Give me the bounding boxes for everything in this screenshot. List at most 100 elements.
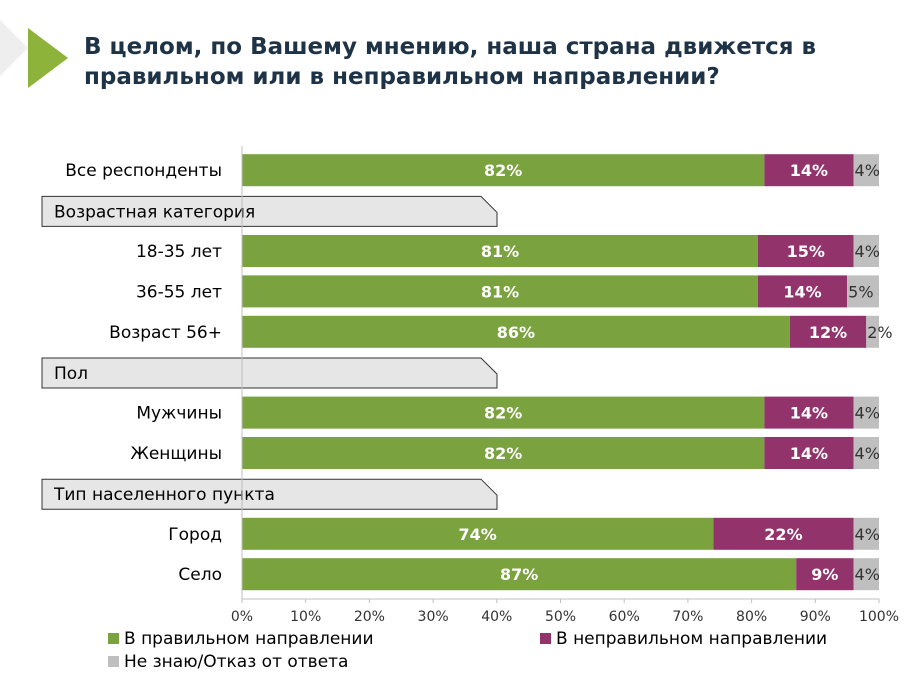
bar-segment-1 bbox=[242, 235, 758, 267]
bar-segment-3 bbox=[853, 558, 879, 591]
bar-segment-1 bbox=[242, 437, 765, 469]
category-box bbox=[41, 478, 498, 510]
bar-value-label: 4% bbox=[855, 242, 880, 261]
title-line-2: правильном или в неправильном направлени… bbox=[84, 64, 720, 90]
legend-label: Не знаю/Отказ от ответа bbox=[124, 652, 348, 672]
row-label: 18-35 лет bbox=[136, 242, 222, 262]
row-label: Возраст 56+ bbox=[109, 323, 222, 343]
bar-value-label: 87% bbox=[500, 565, 538, 584]
bar-row: Возраст 56+ 86% 12% 2% bbox=[109, 315, 893, 348]
bar-segment-1 bbox=[242, 315, 790, 348]
x-tick-label: 20% bbox=[354, 609, 385, 625]
row-label: 36-55 лет bbox=[136, 282, 222, 302]
legend-swatch bbox=[540, 633, 551, 644]
x-tick-label: 0% bbox=[231, 609, 253, 625]
bar-value-label: 4% bbox=[855, 525, 880, 544]
bar-segment-3 bbox=[853, 154, 879, 187]
bar-value-label: 9% bbox=[811, 565, 838, 584]
bar-value-label: 82% bbox=[484, 161, 522, 180]
x-tick-label: 100% bbox=[859, 609, 899, 625]
bar-segment-3 bbox=[847, 275, 879, 308]
bar-segment-3 bbox=[853, 235, 879, 267]
bar-value-label: 14% bbox=[783, 282, 821, 301]
bar-segment-3 bbox=[866, 315, 879, 348]
bar-value-label: 15% bbox=[787, 242, 825, 261]
bar-row: Село 87% 9% 4% bbox=[178, 558, 880, 591]
bar-segment-1 bbox=[242, 396, 765, 429]
legend-swatch bbox=[108, 633, 119, 644]
x-tick-label: 30% bbox=[418, 609, 449, 625]
category-label: Возрастная категория bbox=[54, 202, 255, 222]
x-tick-label: 60% bbox=[609, 609, 640, 625]
bar-segment-2 bbox=[764, 437, 854, 469]
legend-label: В неправильном направлении bbox=[556, 629, 827, 649]
row-label: Город bbox=[168, 525, 222, 545]
bar-value-label: 82% bbox=[484, 444, 522, 463]
legend-item: В неправильном направлении bbox=[540, 629, 827, 649]
x-tick-label: 10% bbox=[290, 609, 321, 625]
row-label: Женщины bbox=[131, 444, 222, 464]
bar-segment-2 bbox=[757, 235, 854, 267]
category-header: Возрастная категория bbox=[41, 195, 498, 227]
x-tick-label: 90% bbox=[800, 609, 831, 625]
bar-segment-3 bbox=[853, 437, 879, 469]
bar-value-label: 4% bbox=[855, 444, 880, 463]
bar-row: 18-35 лет 81% 15% 4% bbox=[136, 235, 880, 267]
bar-row: Город 74% 22% 4% bbox=[168, 517, 880, 550]
bar-segment-1 bbox=[242, 558, 797, 591]
category-label: Тип населенного пункта bbox=[53, 485, 275, 505]
category-box bbox=[41, 195, 498, 227]
category-header: Пол bbox=[41, 357, 498, 389]
header-decoration bbox=[0, 20, 68, 88]
legend-swatch bbox=[108, 656, 119, 667]
x-axis: 0% 10% 20% 30% 40% 50% 60% 70% 80% 90% 100% bbox=[231, 146, 899, 625]
bar-segment-2 bbox=[713, 517, 854, 550]
bar-segment-2 bbox=[757, 275, 848, 308]
row-label: Все респонденты bbox=[65, 161, 222, 181]
legend: В правильном направлении В неправильном н… bbox=[108, 629, 827, 672]
legend-item: В правильном направлении bbox=[108, 629, 374, 649]
x-tick-label: 80% bbox=[736, 609, 767, 625]
bar-value-label: 82% bbox=[484, 404, 522, 423]
decor-triangle-bg bbox=[0, 20, 28, 76]
x-tick-label: 70% bbox=[672, 609, 703, 625]
bar-value-label: 81% bbox=[481, 282, 519, 301]
bar-segment-1 bbox=[242, 154, 765, 187]
bar-value-label: 22% bbox=[764, 525, 802, 544]
bar-row: 36-55 лет 81% 14% 5% bbox=[136, 275, 879, 308]
bar-segment-1 bbox=[242, 517, 714, 550]
bar-segment-3 bbox=[853, 396, 879, 429]
bar-value-label: 4% bbox=[855, 161, 880, 180]
bar-row: Все респонденты 82% 14% 4% bbox=[65, 154, 880, 187]
legend-label: В правильном направлении bbox=[124, 629, 374, 649]
bar-segment-2 bbox=[796, 558, 854, 591]
category-header: Тип населенного пункта bbox=[41, 478, 498, 510]
bar-segment-2 bbox=[764, 154, 854, 187]
category-box bbox=[41, 357, 498, 389]
rows: Все респонденты 82% 14% 4% Возрастная катего… bbox=[41, 154, 893, 591]
row-label: Мужчины bbox=[136, 404, 222, 424]
bar-segment-3 bbox=[853, 517, 879, 550]
bar-segment-2 bbox=[764, 396, 854, 429]
legend-item: Не знаю/Отказ от ответа bbox=[108, 652, 348, 672]
x-tick-label: 50% bbox=[545, 609, 576, 625]
bar-segment-1 bbox=[242, 275, 758, 308]
bar-value-label: 4% bbox=[855, 404, 880, 423]
bar-value-label: 86% bbox=[497, 323, 535, 342]
category-label: Пол bbox=[54, 364, 88, 384]
bar-value-label: 5% bbox=[848, 282, 873, 301]
bar-row: Мужчины 82% 14% 4% bbox=[136, 396, 880, 429]
bar-value-label: 74% bbox=[459, 525, 497, 544]
bar-segment-2 bbox=[789, 315, 867, 348]
accent-triangle-icon bbox=[28, 28, 68, 88]
chart-title: В целом, по Вашему мнению, наша страна д… bbox=[84, 34, 816, 90]
row-label: Село bbox=[178, 565, 222, 585]
bar-value-label: 81% bbox=[481, 242, 519, 261]
bar-value-label: 14% bbox=[790, 404, 828, 423]
title-line-1: В целом, по Вашему мнению, наша страна д… bbox=[84, 34, 816, 60]
bar-value-label: 14% bbox=[790, 161, 828, 180]
bar-value-label: 2% bbox=[867, 323, 892, 342]
x-tick-label: 40% bbox=[481, 609, 512, 625]
bar-row: Женщины 82% 14% 4% bbox=[131, 437, 880, 469]
